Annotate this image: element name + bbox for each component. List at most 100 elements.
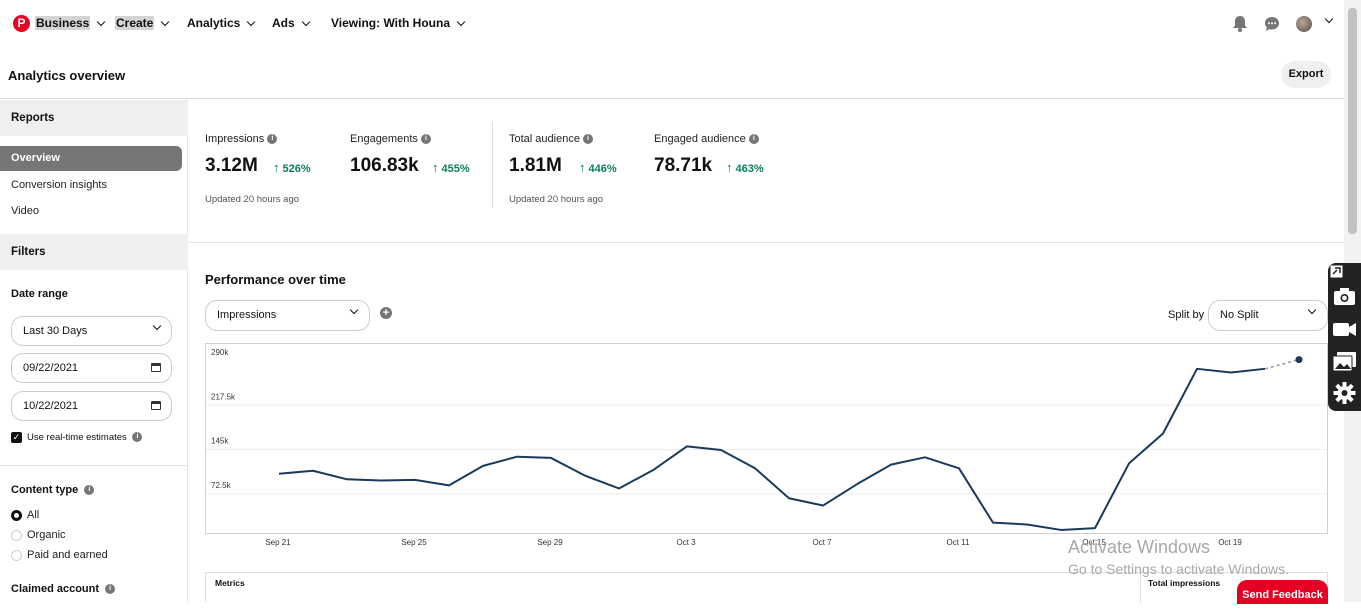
- content-type-label: Content type: [11, 484, 78, 496]
- info-icon[interactable]: i: [267, 134, 277, 144]
- arrow-up-icon: ↑: [273, 160, 280, 175]
- info-icon[interactable]: i: [583, 134, 593, 144]
- nav-ads[interactable]: Ads: [272, 16, 309, 30]
- chevron-down-icon: [1308, 306, 1316, 314]
- avatar[interactable]: [1296, 16, 1312, 32]
- nav-create-label: Create: [115, 16, 154, 30]
- reports-header: Reports: [0, 100, 188, 136]
- updated-text: Updated 20 hours ago: [509, 194, 603, 205]
- realtime-checkbox[interactable]: ✓: [11, 432, 22, 443]
- updated-text: Updated 20 hours ago: [205, 194, 299, 205]
- radio-all-label[interactable]: All: [27, 509, 39, 521]
- metric-label: Total audience: [509, 133, 580, 145]
- performance-title: Performance over time: [205, 272, 346, 287]
- radio-paid-earned[interactable]: [11, 550, 22, 561]
- nav-analytics-label: Analytics: [187, 16, 240, 30]
- section-divider: [189, 242, 1344, 243]
- x-tick-label: Sep 25: [401, 538, 427, 547]
- export-button[interactable]: Export: [1281, 61, 1331, 88]
- info-icon[interactable]: i: [749, 134, 759, 144]
- metric-select-value: Impressions: [217, 309, 276, 321]
- account-chevron-down-icon[interactable]: [1325, 15, 1333, 23]
- y-tick-label: 145k: [211, 437, 229, 446]
- metric-engagements: Engagements i 106.83k ↑455%: [350, 133, 431, 145]
- metric-value: 3.12M: [205, 155, 258, 177]
- metric-delta-value: 526%: [283, 163, 311, 175]
- radio-organic-label[interactable]: Organic: [27, 529, 66, 541]
- sidebar: Reports Overview Conversion insights Vid…: [0, 99, 188, 602]
- x-tick-label: Oct 19: [1218, 538, 1242, 547]
- metric-delta-value: 463%: [736, 163, 764, 175]
- arrow-up-icon: ↑: [579, 160, 586, 175]
- metric-delta: ↑455%: [432, 160, 470, 175]
- info-icon[interactable]: i: [421, 134, 431, 144]
- chat-icon[interactable]: [1264, 16, 1280, 32]
- nav-viewing[interactable]: Viewing: With Houna: [331, 16, 464, 30]
- metric-delta: ↑526%: [273, 160, 311, 175]
- y-tick-label: 290k: [211, 348, 229, 357]
- split-select-value: No Split: [1220, 309, 1259, 321]
- radio-organic[interactable]: [11, 530, 22, 541]
- camera-icon[interactable]: [1331, 283, 1358, 309]
- nav-business[interactable]: Business: [35, 16, 104, 30]
- gear-icon[interactable]: [1331, 380, 1358, 406]
- metric-delta-value: 446%: [589, 163, 617, 175]
- metric-engaged-audience: Engaged audience i 78.71k ↑463%: [654, 133, 759, 145]
- calendar-icon[interactable]: [151, 401, 161, 410]
- arrow-up-icon: ↑: [726, 160, 733, 175]
- video-camera-icon[interactable]: [1331, 316, 1358, 342]
- metric-label-row: Impressions i: [205, 133, 277, 145]
- metric-label-row: Engagements i: [350, 133, 431, 145]
- sidebar-item-conversion-insights[interactable]: Conversion insights: [11, 179, 107, 191]
- end-date-field[interactable]: 10/22/2021: [11, 391, 172, 421]
- pin-icon[interactable]: [1330, 265, 1343, 278]
- sidebar-item-video[interactable]: Video: [11, 205, 39, 217]
- x-tick-label: Sep 21: [265, 538, 291, 547]
- calendar-icon[interactable]: [151, 363, 161, 372]
- metric-label: Engaged audience: [654, 133, 746, 145]
- date-range-value: Last 30 Days: [23, 325, 87, 337]
- end-date-value: 10/22/2021: [23, 400, 78, 412]
- start-date-field[interactable]: 09/22/2021: [11, 353, 172, 383]
- x-tick-label: Oct 7: [812, 538, 832, 547]
- activate-windows-subtext: Go to Settings to activate Windows.: [1068, 561, 1289, 577]
- chevron-down-icon: [247, 17, 255, 25]
- gallery-icon[interactable]: [1331, 348, 1358, 374]
- arrow-up-icon: ↑: [432, 160, 439, 175]
- column-divider: [1140, 573, 1141, 603]
- pinterest-logo-icon[interactable]: P: [13, 15, 30, 32]
- date-range-select[interactable]: Last 30 Days: [11, 316, 172, 346]
- info-icon[interactable]: i: [105, 584, 115, 594]
- projected-line: [1265, 360, 1299, 369]
- activate-windows-watermark: Activate Windows: [1068, 537, 1210, 558]
- nav-analytics[interactable]: Analytics: [187, 16, 254, 30]
- info-icon[interactable]: i: [84, 485, 94, 495]
- metric-label: Engagements: [350, 133, 418, 145]
- info-icon[interactable]: i: [132, 432, 142, 442]
- metric-delta-value: 455%: [442, 163, 470, 175]
- metric-delta: ↑463%: [726, 160, 764, 175]
- nav-create[interactable]: Create: [115, 16, 168, 30]
- divider: [0, 465, 188, 466]
- start-date-value: 09/22/2021: [23, 362, 78, 374]
- send-feedback-button[interactable]: Send Feedback: [1237, 580, 1328, 604]
- page-title: Analytics overview: [8, 68, 125, 83]
- x-tick-label: Oct 11: [947, 538, 971, 547]
- radio-paid-earned-label[interactable]: Paid and earned: [27, 549, 108, 561]
- chevron-down-icon: [301, 17, 309, 25]
- radio-all[interactable]: [11, 510, 22, 521]
- nav-viewing-label: Viewing: With Houna: [331, 16, 450, 30]
- bell-icon[interactable]: [1232, 15, 1248, 32]
- metric-select[interactable]: Impressions: [205, 300, 370, 331]
- content-type-label-row: Content type i: [11, 484, 94, 496]
- claimed-account-label: Claimed account: [11, 583, 99, 595]
- sidebar-item-overview[interactable]: Overview: [0, 146, 182, 171]
- split-select[interactable]: No Split: [1208, 300, 1328, 331]
- x-tick-label: Oct 3: [676, 538, 696, 547]
- realtime-label-row: Use real-time estimates i: [27, 432, 142, 443]
- add-metric-icon[interactable]: +: [380, 307, 392, 319]
- scrollbar-thumb[interactable]: [1348, 8, 1357, 234]
- metric-impressions: Impressions i 3.12M ↑526%: [205, 133, 277, 145]
